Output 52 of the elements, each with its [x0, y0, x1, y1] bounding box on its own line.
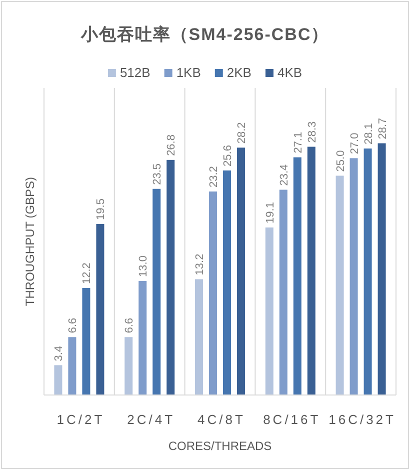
chart-title: 小包吞吐率（SM4-256-CBC）: [80, 25, 330, 44]
data-label: 13.0: [138, 256, 150, 277]
bar: [209, 192, 217, 395]
data-label: 26.8: [166, 134, 178, 156]
bar: [265, 227, 274, 395]
bar: [68, 337, 76, 395]
data-label: 3.4: [53, 346, 66, 362]
x-tick-label: 8C/16T: [263, 412, 321, 427]
bar: [223, 170, 231, 395]
bar: [279, 190, 288, 395]
bar: [138, 280, 147, 395]
bar: [378, 143, 386, 395]
bar: [195, 279, 203, 395]
legend-label: 512B: [120, 65, 150, 80]
data-label: 27.0: [348, 132, 361, 154]
data-label: 28.7: [376, 118, 389, 140]
bar: [124, 337, 133, 395]
bar: [336, 176, 344, 395]
bar: [293, 157, 302, 395]
bar: [237, 148, 245, 395]
bar: [166, 160, 175, 395]
bar: [96, 224, 104, 395]
data-label: 23.4: [278, 164, 290, 186]
data-label: 27.1: [292, 132, 304, 154]
bar: [82, 288, 90, 395]
bar: [54, 365, 62, 395]
bar: [350, 158, 358, 395]
legend-label: 4KB: [277, 65, 302, 80]
data-label: 28.2: [236, 122, 248, 144]
bar: [307, 146, 316, 395]
x-tick-label: 1C/2T: [56, 412, 105, 427]
x-tick-label: 16C/32T: [328, 412, 396, 427]
data-label: 13.2: [194, 254, 206, 276]
bar: [364, 148, 372, 395]
bar: [152, 188, 161, 395]
x-tick-label: 2C/4T: [127, 412, 176, 427]
x-tick-label: 4C/8T: [198, 412, 246, 427]
x-axis-title: CORES/THREADS: [168, 439, 272, 453]
legend-label: 2KB: [226, 65, 252, 80]
data-label: 25.0: [334, 150, 347, 172]
legend-label: 1KB: [176, 65, 201, 80]
data-label: 6.6: [124, 318, 136, 334]
data-label: 23.2: [208, 166, 220, 188]
y-axis-title: THROUGHPUT (GBPS): [23, 176, 37, 306]
data-label: 25.6: [222, 145, 234, 166]
data-label: 23.5: [152, 163, 164, 185]
data-label: 6.6: [67, 318, 80, 334]
data-label: 12.2: [81, 262, 94, 284]
data-label: 19.1: [264, 202, 276, 224]
data-label: 28.1: [362, 123, 375, 145]
data-label: 28.3: [306, 121, 318, 143]
data-label: 19.5: [95, 198, 108, 220]
